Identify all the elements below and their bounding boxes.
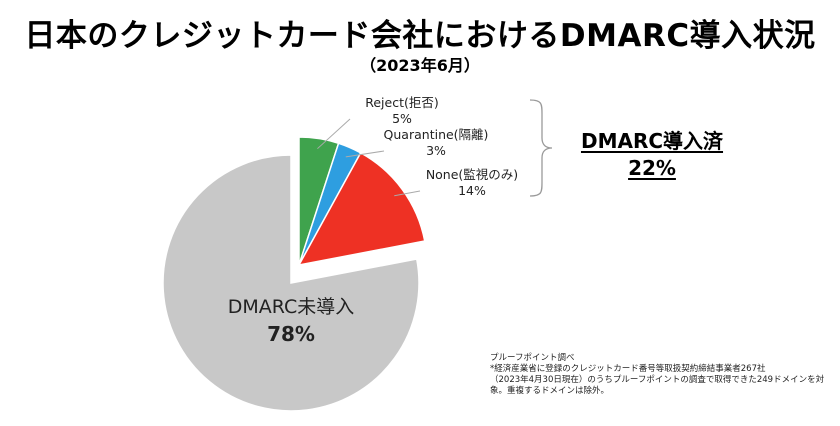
source-note: プルーフポイント調べ *経済産業省に登録のクレジットカード番号等取扱契約締結事業… [490, 353, 825, 397]
pie-slice-3 [162, 154, 420, 412]
leader-line-1 [345, 150, 385, 158]
chart-subtitle: （2023年6月） [360, 56, 480, 75]
slice-value-label-0: 5% [392, 111, 412, 126]
adopted-group-value: 22% [628, 156, 676, 180]
leader-line-0 [317, 118, 351, 150]
slice-label-3: DMARC未導入 [228, 296, 355, 318]
adopted-group-label: DMARC導入済 [580, 129, 724, 153]
slice-value-label-3: 78% [267, 322, 315, 346]
adopted-group-annotation: DMARC導入済 22% [572, 128, 732, 182]
source-note-line: *経済産業省に登録のクレジットカード番号等取扱契約締結事業者267社 [490, 364, 766, 374]
slice-value-label-1: 3% [426, 143, 446, 158]
chart-title: 日本のクレジットカード会社におけるDMARC導入状況 [24, 18, 816, 54]
slice-label-0: Reject(拒否) [365, 95, 439, 110]
slice-label-2: None(監視のみ) [426, 167, 518, 182]
source-note-line: 象。重複するドメインは除外。 [490, 386, 610, 396]
pie-slice-2 [297, 151, 426, 267]
slice-label-1: Quarantine(隔離) [384, 127, 489, 142]
slice-value-label-2: 14% [458, 183, 486, 198]
leader-line-2 [394, 190, 421, 197]
source-note-line: プルーフポイント調べ [490, 353, 575, 363]
group-brace [529, 99, 553, 197]
source-note-line: （2023年4月30日現在）のうちプルーフポイントの調査で取得できた249ドメイ… [490, 375, 825, 385]
